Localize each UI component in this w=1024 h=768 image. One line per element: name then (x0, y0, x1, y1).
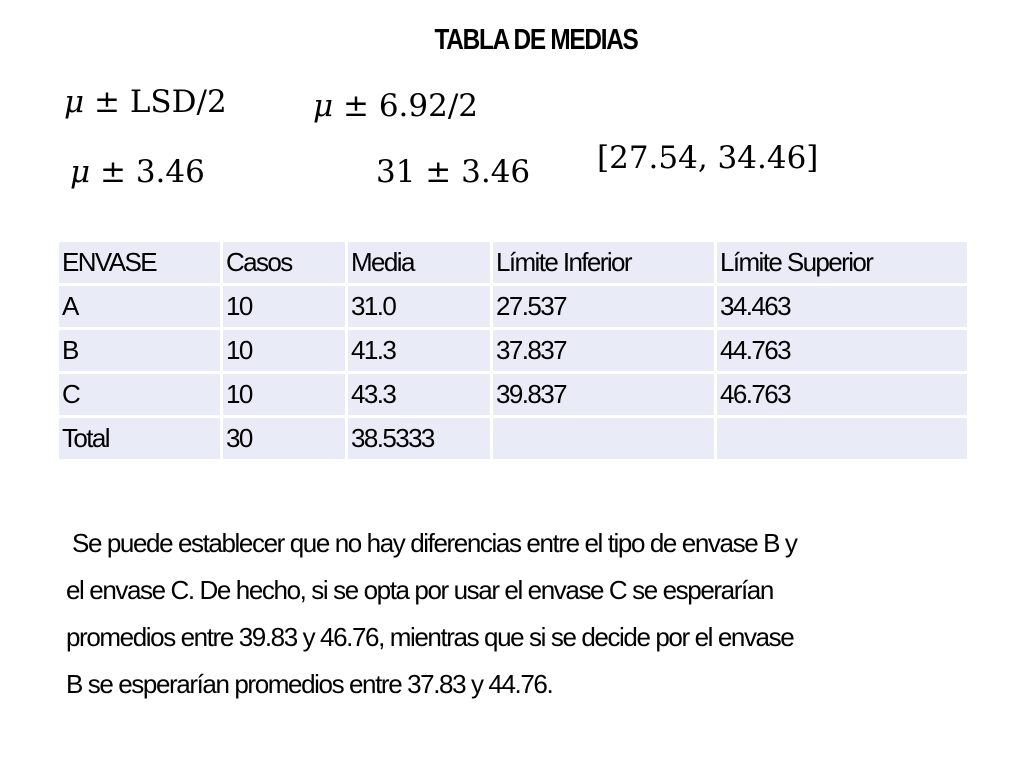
table-row-total: Total 30 38.5333 (56, 415, 970, 462)
means-table: ENVASE Casos Media Límite Inferior Límit… (56, 239, 970, 462)
cell-envase: Total (56, 415, 223, 462)
cell-limite-inferior: 39.837 (490, 371, 717, 418)
mu-symbol: μ (313, 88, 334, 124)
conclusion-paragraph: Se puede establecer que no hay diferenci… (66, 520, 946, 708)
cell-casos: 10 (220, 327, 348, 374)
mu-symbol: μ (64, 84, 85, 120)
header-limite-inferior: Límite Inferior (490, 239, 717, 286)
mu-symbol: μ (70, 154, 91, 190)
table-header-row: ENVASE Casos Media Límite Inferior Límit… (56, 239, 970, 286)
paragraph-line: B se esperarían promedios entre 37.83 y … (66, 669, 554, 699)
table-row: B 10 41.3 37.837 44.763 (56, 327, 970, 374)
cell-envase: A (56, 283, 223, 330)
paragraph-line: promedios entre 39.83 y 46.76, mientras … (66, 622, 795, 652)
cell-casos: 30 (220, 415, 348, 462)
cell-envase: B (56, 327, 223, 374)
table-row: C 10 43.3 39.837 46.763 (56, 371, 970, 418)
cell-limite-superior (714, 415, 970, 462)
cell-media: 31.0 (345, 283, 493, 330)
header-limite-superior: Límite Superior (714, 239, 970, 286)
cell-limite-inferior: 37.837 (490, 327, 717, 374)
cell-media: 38.5333 (345, 415, 493, 462)
cell-casos: 10 (220, 283, 348, 330)
formula-interval: [27.54, 34.46] (597, 140, 819, 176)
header-media: Media (345, 239, 493, 286)
formula-31-346: 31 ± 3.46 (376, 154, 531, 190)
cell-casos: 10 (220, 371, 348, 418)
formula-text: ± 6.92/2 (333, 88, 479, 124)
cell-limite-superior: 34.463 (714, 283, 970, 330)
formula-text: ± LSD/2 (84, 84, 227, 120)
page-title: TABLA DE MEDIAS (434, 24, 638, 56)
cell-limite-inferior: 27.537 (490, 283, 717, 330)
paragraph-line: Se puede establecer que no hay diferenci… (72, 528, 798, 558)
header-casos: Casos (220, 239, 348, 286)
means-table-container: ENVASE Casos Media Límite Inferior Límit… (56, 239, 970, 462)
cell-limite-inferior (490, 415, 717, 462)
cell-media: 43.3 (345, 371, 493, 418)
formula-mu-692: μ ± 6.92/2 (313, 88, 478, 124)
cell-media: 41.3 (345, 327, 493, 374)
cell-limite-superior: 46.763 (714, 371, 970, 418)
formula-mu-346: μ ± 3.46 (70, 154, 205, 190)
cell-limite-superior: 44.763 (714, 327, 970, 374)
header-envase: ENVASE (56, 239, 223, 286)
formula-text: ± 3.46 (90, 154, 205, 190)
paragraph-line: el envase C. De hecho, si se opta por us… (66, 575, 774, 605)
formula-mu-lsd: μ ± LSD/2 (64, 84, 227, 120)
cell-envase: C (56, 371, 223, 418)
table-row: A 10 31.0 27.537 34.463 (56, 283, 970, 330)
